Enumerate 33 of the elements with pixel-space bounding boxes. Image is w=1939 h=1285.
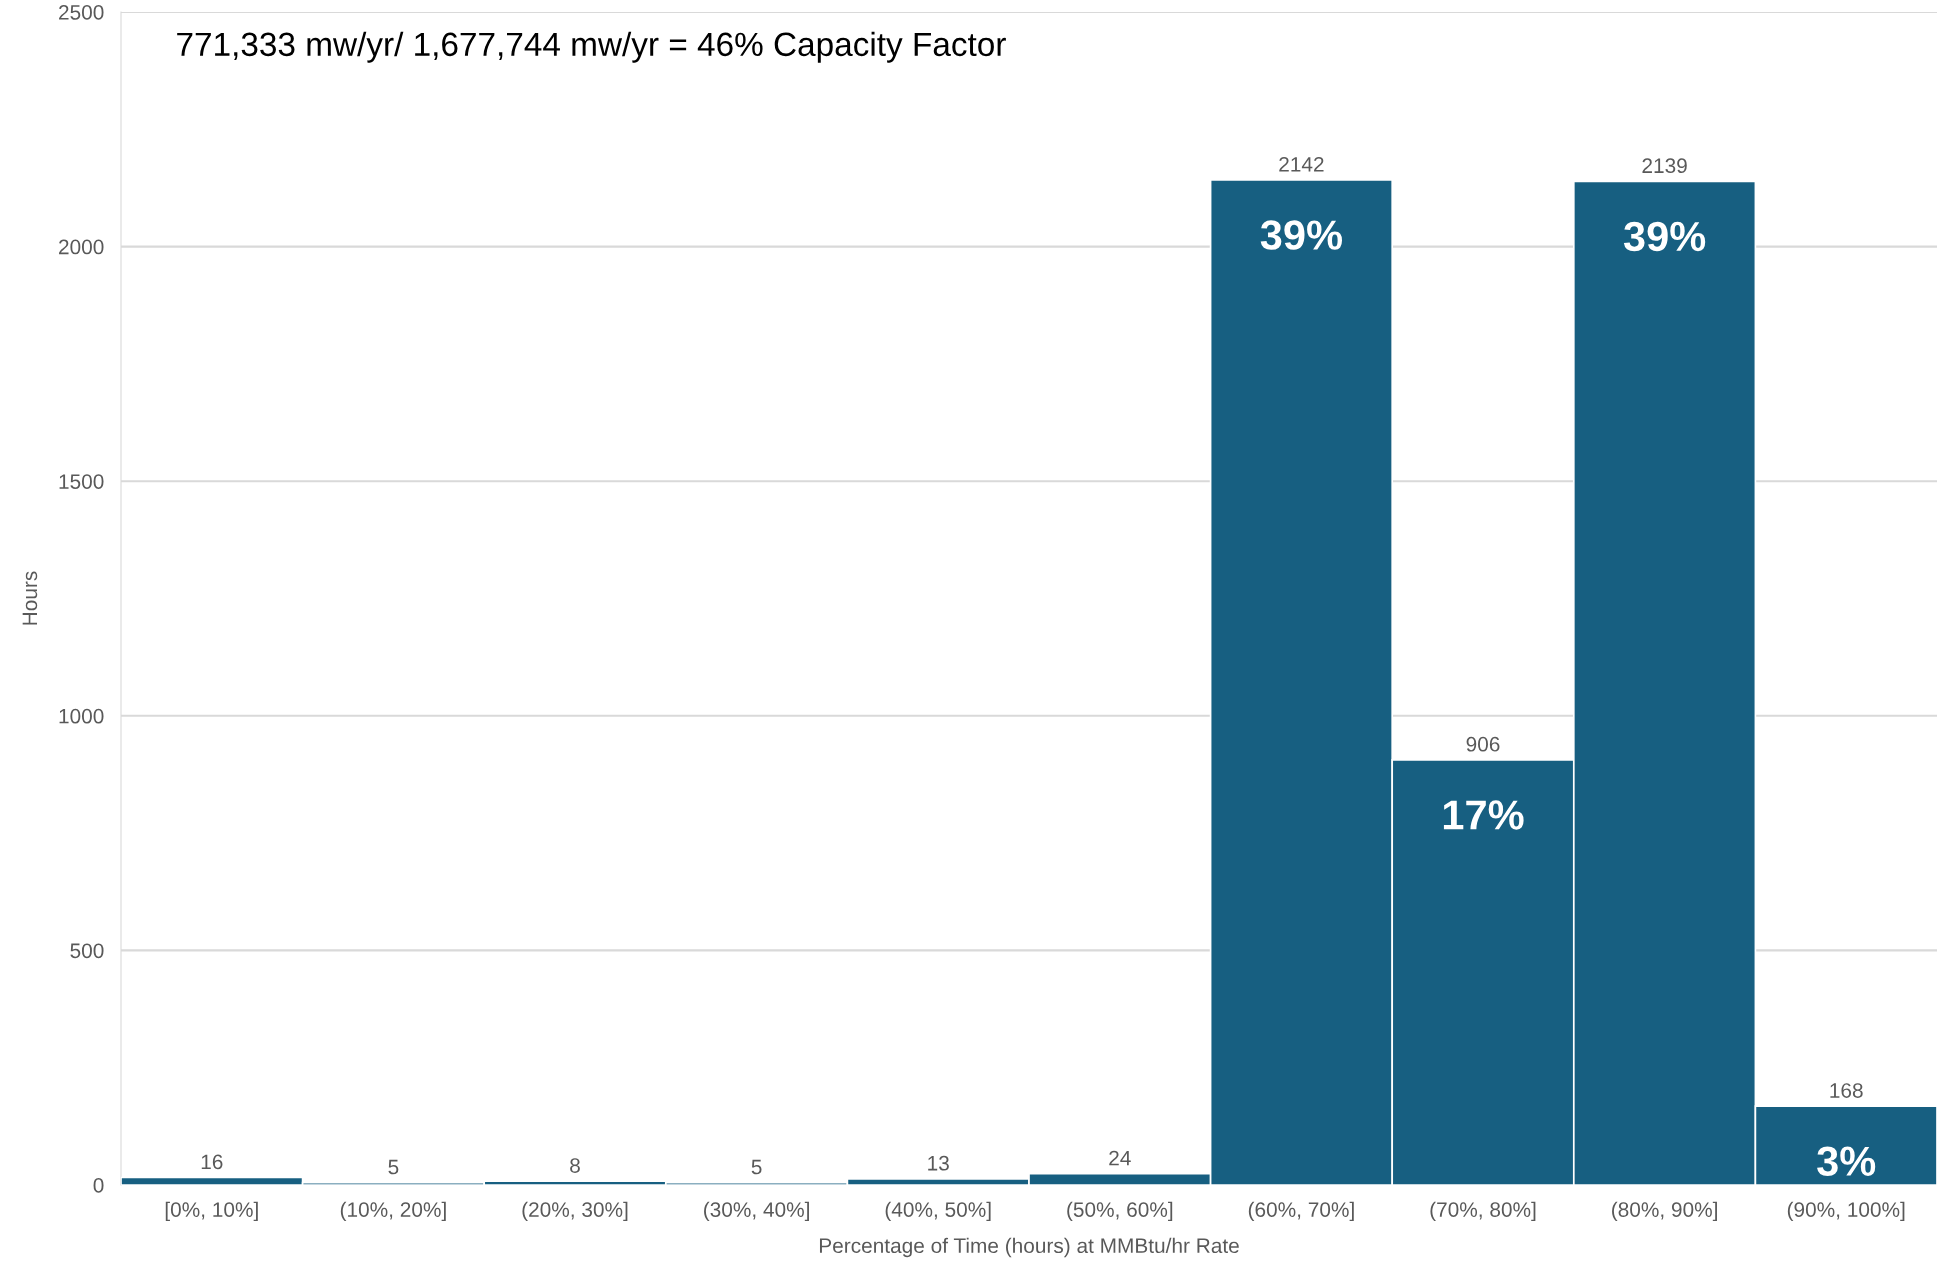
y-axis-title: Hours bbox=[22, 571, 38, 625]
y-tick-label: 2000 bbox=[59, 239, 104, 255]
data-label: 2139 bbox=[1642, 158, 1687, 174]
y-tick-label: 2500 bbox=[59, 5, 104, 20]
data-label: 8 bbox=[570, 1158, 580, 1173]
y-tick-label: 1000 bbox=[59, 708, 104, 724]
x-tick-label: (80%, 90%] bbox=[1612, 1201, 1717, 1222]
y-tick-label: 1500 bbox=[59, 474, 104, 489]
data-label: 13 bbox=[928, 1155, 949, 1171]
x-tick-label: (70%, 80%] bbox=[1430, 1201, 1536, 1222]
y-tick-label: 500 bbox=[70, 943, 104, 959]
text: 771,333 mw/yr/ 1,677,744 mw/yr = 46% Capacity Factor bbox=[177, 31, 1006, 63]
annotation: 39% bbox=[1623, 221, 1706, 252]
x-tick-label: (60%, 70%] bbox=[1248, 1201, 1354, 1222]
data-label: 906 bbox=[1466, 736, 1500, 752]
data-label: 5 bbox=[751, 1159, 762, 1175]
data-label: 168 bbox=[1830, 1083, 1863, 1098]
x-tick-label: (90%, 100%] bbox=[1787, 1201, 1905, 1222]
x-tick-label: (10%, 20%] bbox=[340, 1201, 446, 1222]
x-axis-title: Percentage of Time (hours) at MMBtu/hr Rate bbox=[819, 1237, 1239, 1258]
data-label: 5 bbox=[388, 1159, 399, 1175]
data-label: 2142 bbox=[1279, 156, 1324, 172]
x-tick-label: (50%, 60%] bbox=[1067, 1201, 1173, 1222]
x-tick-label: (30%, 40%] bbox=[704, 1201, 809, 1222]
annotation: 39% bbox=[1260, 220, 1342, 250]
x-tick-label: [0%, 10%] bbox=[165, 1201, 258, 1222]
data-label: 16 bbox=[201, 1154, 223, 1170]
data-label: 24 bbox=[1109, 1150, 1131, 1166]
y-tick-label: 0 bbox=[93, 1178, 104, 1193]
annotation: 17% bbox=[1443, 800, 1524, 830]
annotation: 3% bbox=[1817, 1146, 1876, 1177]
x-tick-label: (20%, 30%] bbox=[522, 1201, 628, 1222]
x-tick-label: (40%, 50%] bbox=[885, 1201, 991, 1222]
